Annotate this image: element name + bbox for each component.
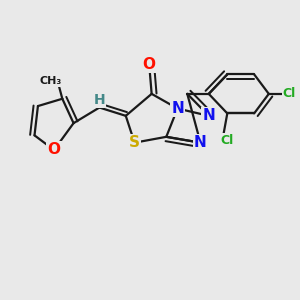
Text: S: S [129,135,140,150]
Text: O: O [143,57,156,72]
Text: Cl: Cl [283,87,296,101]
Text: N: N [194,135,207,150]
Text: N: N [202,108,215,123]
Text: O: O [47,142,61,158]
Text: N: N [171,101,184,116]
Text: H: H [94,93,105,107]
Text: Cl: Cl [221,134,234,147]
Text: CH₃: CH₃ [40,76,62,86]
